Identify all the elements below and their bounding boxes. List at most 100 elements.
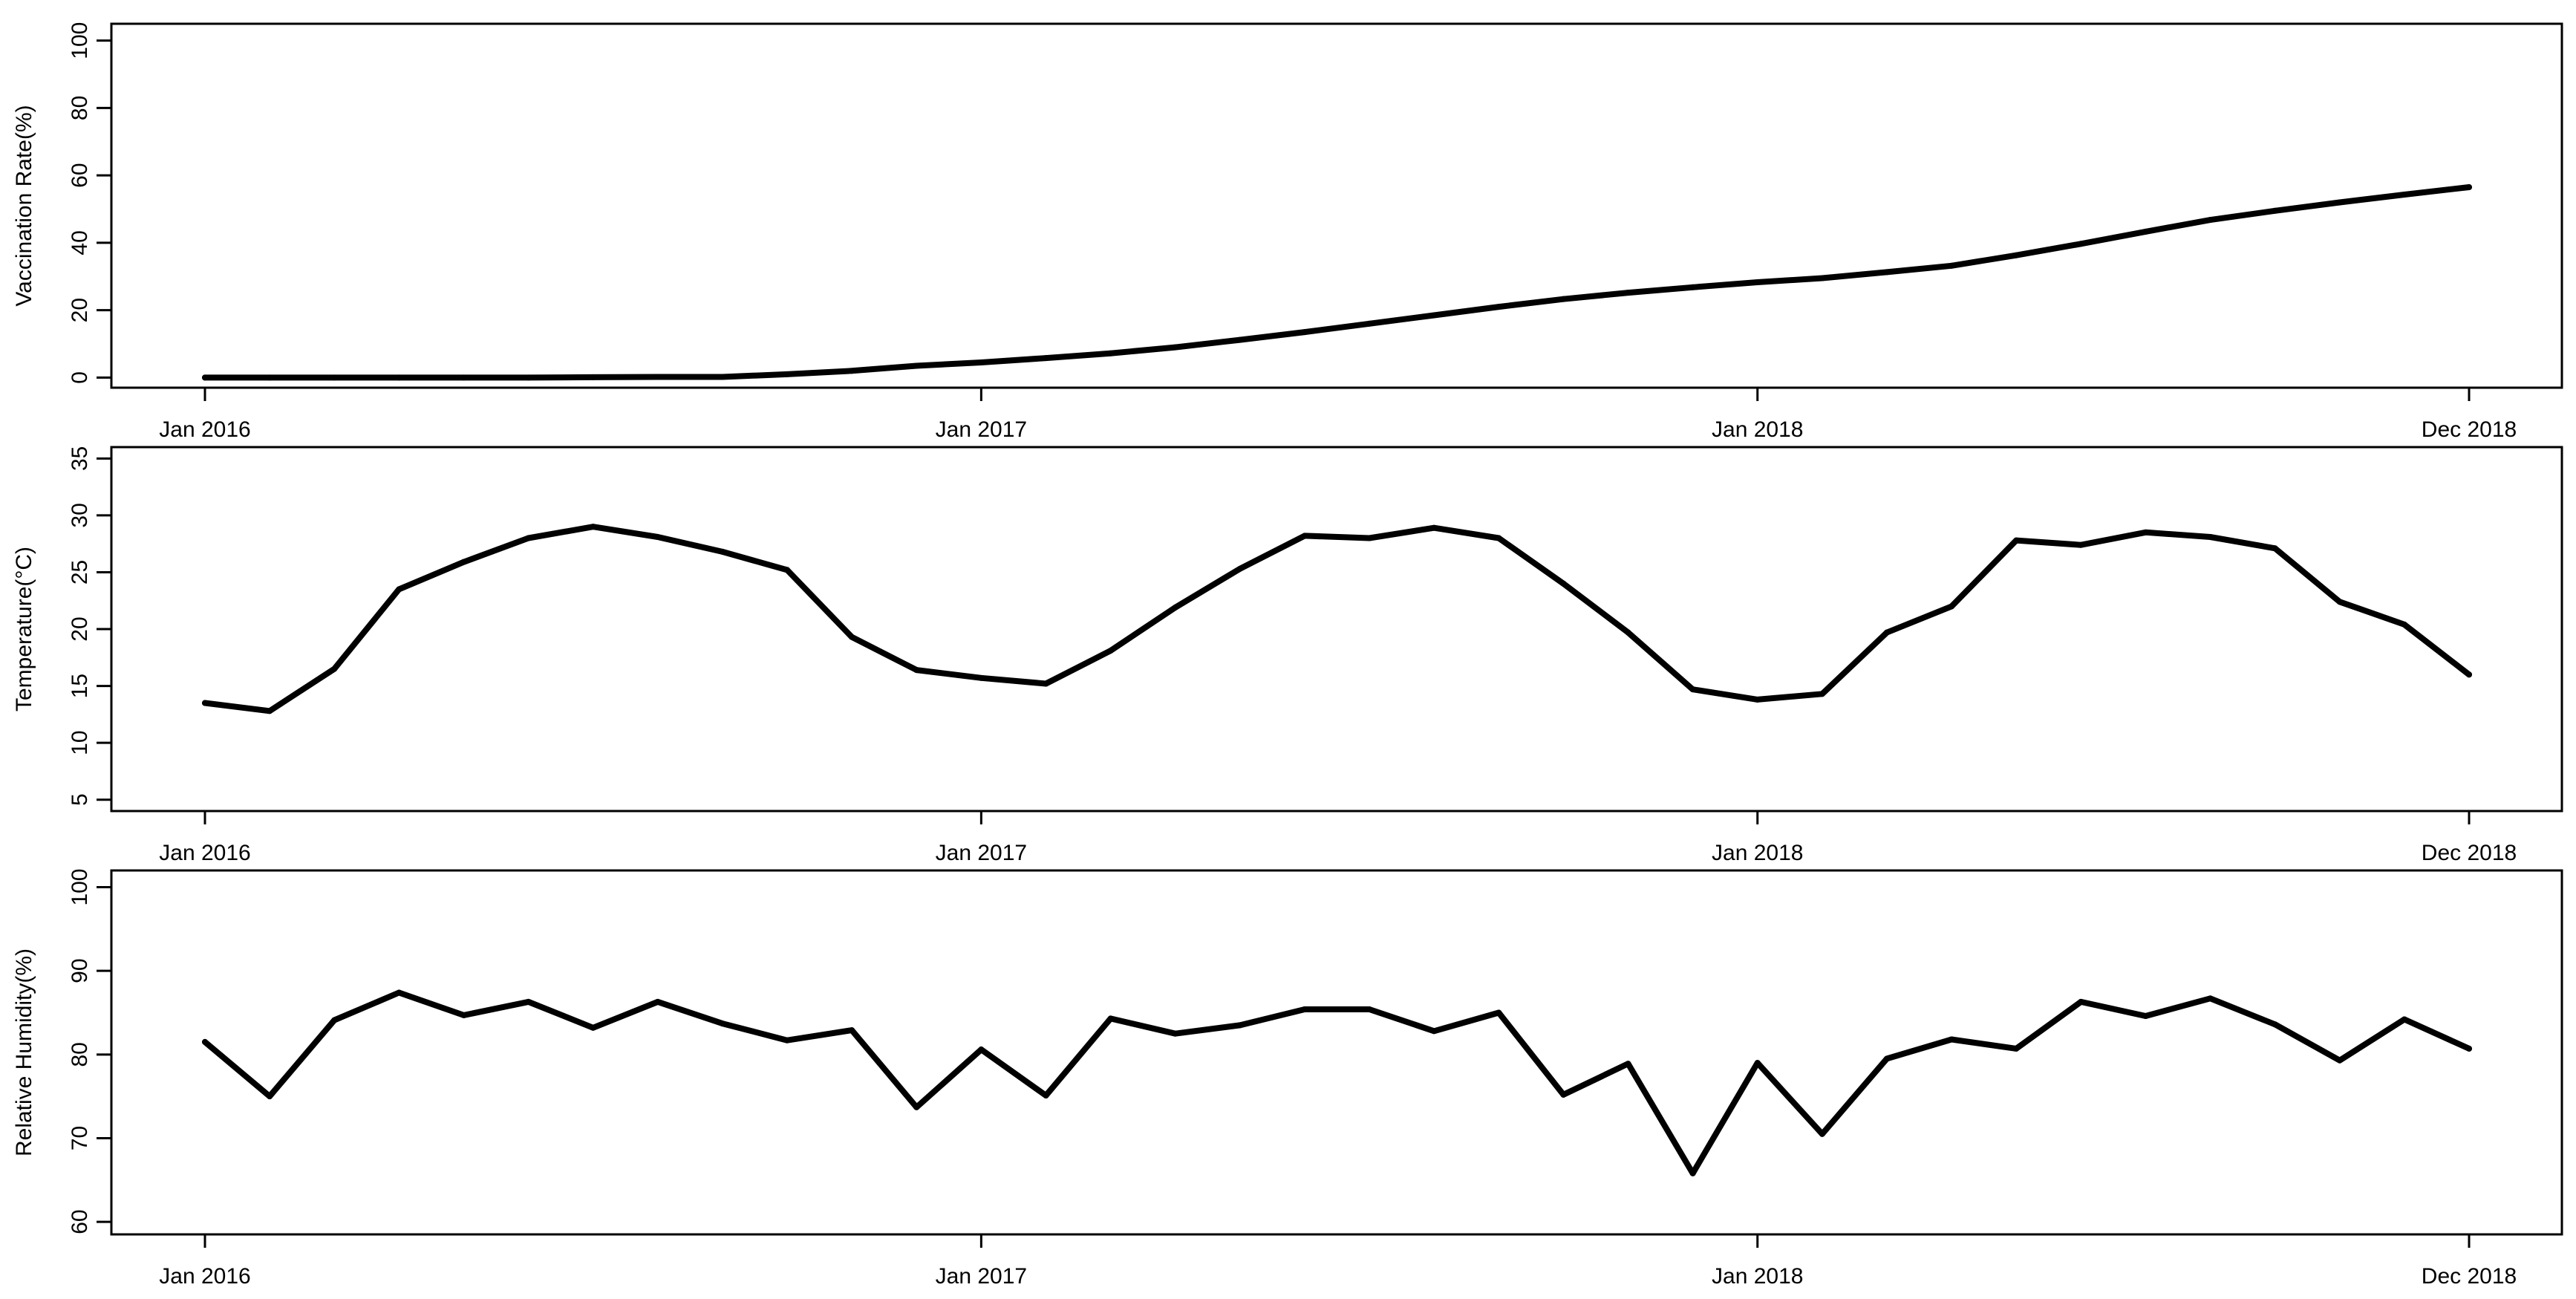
temperature-data-point (2207, 533, 2214, 540)
temperature-data-point (1560, 580, 1567, 587)
temperature-x-tick-label: Jan 2018 (1712, 841, 1803, 865)
temperature-panel: 5 10 15 20 25 30 35 Temperature(°C) Jan 2016 Jan … (12, 446, 2563, 865)
humidity-data-point (1949, 1036, 1955, 1043)
temperature-data-point (1496, 535, 1502, 541)
vaccination-y-tick-label: 40 (68, 230, 92, 255)
humidity-x-tick-label: Jan 2017 (936, 1264, 1027, 1289)
vaccination-data-point (1043, 355, 1049, 362)
temperature-x-tick-label: Dec 2018 (2422, 841, 2517, 865)
vaccination-y-tick-label: 60 (68, 163, 92, 187)
temperature-y-tick-label: 35 (68, 446, 92, 471)
temperature-data-point (460, 559, 467, 565)
humidity-y-tick-label: 60 (68, 1209, 92, 1234)
vaccination-data-point (1496, 304, 1502, 310)
temperature-data-point (1043, 680, 1049, 687)
vaccination-data-point (2207, 217, 2214, 224)
vaccination-data-point (978, 359, 985, 365)
humidity-y-tick-label: 100 (68, 868, 92, 905)
vaccination-x-tick-label: Jan 2017 (936, 417, 1027, 442)
vaccination-data-point (1625, 290, 1631, 296)
temperature-data-point (590, 524, 596, 530)
temperature-data-point (396, 586, 402, 593)
vaccination-data-point (2013, 252, 2020, 258)
temperature-data-point (1431, 524, 1438, 531)
vaccination-y-tick-label: 0 (68, 371, 92, 384)
humidity-data-point (1172, 1030, 1178, 1037)
vaccination-data-point (590, 374, 596, 380)
temperature-data-point (719, 548, 725, 555)
vaccination-data-point (1949, 262, 1955, 269)
vaccination-data-point (913, 362, 920, 369)
vaccination-data-point (331, 374, 338, 381)
vaccination-panel: 0 20 40 60 80 100 Vaccination Rate(%) Jan 2016 J… (12, 22, 2563, 442)
temperature-data-point (1236, 565, 1243, 572)
humidity-plot-frame (110, 869, 2563, 1236)
humidity-data-point (1236, 1022, 1243, 1029)
vaccination-data-point (784, 371, 791, 377)
vaccination-data-point (849, 368, 855, 374)
vaccination-data-point (1819, 275, 1825, 281)
humidity-data-point (202, 1038, 208, 1045)
humidity-data-point (654, 998, 661, 1005)
vaccination-x-tick-label: Dec 2018 (2422, 417, 2517, 442)
humidity-data-point (2466, 1045, 2472, 1052)
humidity-data-point (267, 1093, 273, 1100)
temperature-data-point (978, 674, 985, 681)
humidity-panel: 60 70 80 90 100 Relative Humidity(%) Jan 2016 J… (12, 868, 2563, 1289)
vaccination-data-point (396, 374, 402, 381)
humidity-data-point (2078, 998, 2084, 1005)
temperature-y-tick-label: 30 (68, 503, 92, 527)
vaccination-data-point (2401, 192, 2407, 198)
vaccination-data-point (1172, 344, 1178, 351)
humidity-data-point (1043, 1093, 1049, 1099)
temperature-y-tick-label: 5 (68, 793, 92, 806)
humidity-data-point (1560, 1091, 1567, 1098)
humidity-data-point (1107, 1015, 1114, 1022)
vaccination-y-tick-label: 20 (68, 298, 92, 322)
vaccination-y-axis-title: Vaccination Rate(%) (12, 105, 36, 306)
temperature-plot-frame (110, 446, 2563, 813)
vaccination-data-point (1107, 350, 1114, 357)
humidity-data-point (784, 1037, 791, 1044)
vaccination-data-point (267, 374, 273, 381)
temperature-data-point (1754, 696, 1761, 703)
vaccination-data-point (654, 374, 661, 380)
humidity-data-point (525, 998, 532, 1005)
vaccination-plot-frame (110, 22, 2563, 389)
vaccination-y-tick-label: 80 (68, 96, 92, 120)
temperature-y-tick-label: 20 (68, 616, 92, 641)
temperature-data-point (267, 708, 273, 714)
humidity-data-point (460, 1012, 467, 1018)
vaccination-data-point (1366, 320, 1373, 327)
vaccination-data-point (1431, 312, 1438, 319)
temperature-data-point (1949, 603, 1955, 610)
humidity-data-point (978, 1046, 985, 1053)
humidity-data-point (1689, 1170, 1696, 1176)
temperature-x-tick-label: Jan 2016 (159, 841, 250, 865)
temperature-data-point (1366, 535, 1373, 541)
temperature-y-tick-label: 10 (68, 730, 92, 755)
humidity-data-point (1819, 1130, 1825, 1137)
temperature-data-point (1819, 691, 1825, 697)
vaccination-data-point (1883, 269, 1890, 276)
temperature-data-point (2142, 529, 2149, 535)
vaccination-data-point (460, 374, 467, 381)
temperature-data-point (1689, 686, 1696, 693)
humidity-data-point (2142, 1013, 2149, 1019)
temperature-data-point (849, 634, 855, 640)
humidity-y-tick-label: 80 (68, 1042, 92, 1067)
temperature-data-point (1172, 604, 1178, 611)
humidity-data-point (2013, 1045, 2020, 1052)
humidity-data-point (331, 1017, 338, 1023)
temperature-data-point (1107, 648, 1114, 654)
temperature-data-point (1625, 629, 1631, 636)
temperature-data-point (1883, 629, 1890, 636)
humidity-series-line (202, 989, 2472, 1176)
temperature-data-point (913, 667, 920, 674)
temperature-data-point (331, 665, 338, 672)
temperature-data-point (654, 533, 661, 540)
temperature-data-point (2401, 621, 2407, 628)
temperature-data-point (202, 700, 208, 706)
temperature-data-point (784, 567, 791, 573)
vaccination-data-point (2078, 241, 2084, 247)
